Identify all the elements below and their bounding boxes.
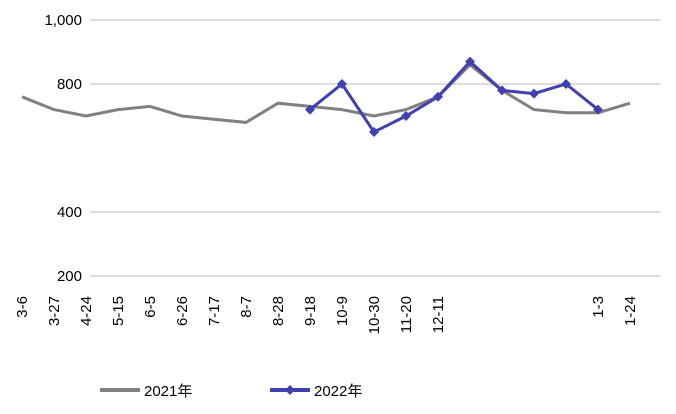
point xyxy=(529,88,539,99)
point xyxy=(593,104,603,115)
point xyxy=(369,127,379,137)
y-tick-label: 200 xyxy=(57,268,82,285)
point xyxy=(433,91,443,102)
x-tick-label: 1-24 xyxy=(622,296,639,326)
legend-marker xyxy=(285,385,295,395)
x-tick-label: 11-20 xyxy=(398,296,415,333)
x-tick-label: 8-7 xyxy=(238,296,255,318)
series-line xyxy=(21,62,631,124)
x-tick-label: 10-30 xyxy=(366,296,383,334)
point xyxy=(497,85,507,96)
point xyxy=(305,104,315,115)
x-tick-label: 6-26 xyxy=(174,296,191,326)
x-tick-label: 12-11 xyxy=(430,296,447,333)
x-tick-label: 8-28 xyxy=(270,296,287,326)
legend-label: 2022年 xyxy=(314,383,362,400)
x-tick-label: 5-15 xyxy=(110,296,127,326)
y-tick-label: 1,000 xyxy=(44,12,82,29)
x-tick-label: 10-9 xyxy=(334,296,351,326)
point xyxy=(561,79,571,89)
y-tick-label: 800 xyxy=(57,76,82,93)
legend-label: 2021年 xyxy=(144,383,192,400)
x-tick-label: 3-6 xyxy=(14,296,31,318)
x-tick-label: 3-27 xyxy=(46,296,63,326)
series-line xyxy=(309,59,599,134)
point xyxy=(465,56,475,67)
x-tick-label: 4-24 xyxy=(78,296,95,326)
x-tick-label: 1-3 xyxy=(590,296,607,318)
x-tick-label: 9-18 xyxy=(302,296,319,326)
point xyxy=(401,111,411,121)
point xyxy=(337,79,347,89)
x-tick-label: 6-5 xyxy=(142,296,159,318)
x-tick-label: 7-17 xyxy=(206,296,223,326)
y-tick-label: 400 xyxy=(57,204,82,221)
